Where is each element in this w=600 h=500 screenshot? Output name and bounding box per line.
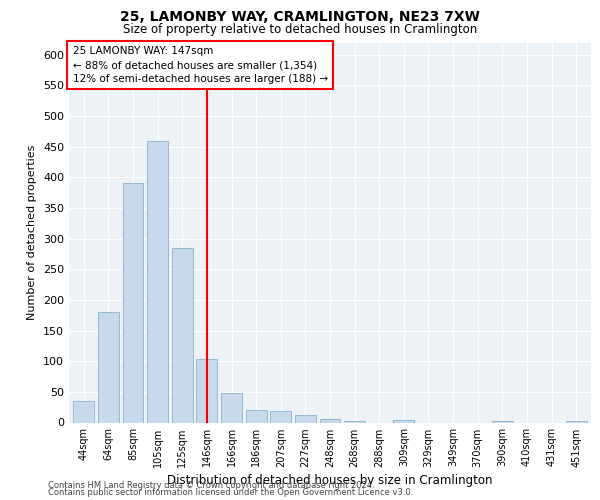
Bar — [172, 248, 193, 422]
Bar — [394, 420, 415, 422]
Text: Size of property relative to detached houses in Cramlington: Size of property relative to detached ho… — [123, 22, 477, 36]
Text: 25 LAMONBY WAY: 147sqm
← 88% of detached houses are smaller (1,354)
12% of semi-: 25 LAMONBY WAY: 147sqm ← 88% of detached… — [73, 46, 328, 84]
Bar — [147, 140, 168, 422]
Text: 25, LAMONBY WAY, CRAMLINGTON, NE23 7XW: 25, LAMONBY WAY, CRAMLINGTON, NE23 7XW — [120, 10, 480, 24]
Bar — [221, 393, 242, 422]
Bar — [196, 360, 217, 422]
Bar — [344, 420, 365, 422]
X-axis label: Distribution of detached houses by size in Cramlington: Distribution of detached houses by size … — [167, 474, 493, 487]
Bar — [566, 420, 587, 422]
Bar — [320, 419, 340, 422]
Text: Contains public sector information licensed under the Open Government Licence v3: Contains public sector information licen… — [48, 488, 413, 497]
Bar — [295, 414, 316, 422]
Bar — [245, 410, 266, 422]
Bar — [122, 184, 143, 422]
Y-axis label: Number of detached properties: Number of detached properties — [28, 145, 37, 320]
Bar — [73, 401, 94, 422]
Bar — [270, 412, 291, 422]
Bar — [98, 312, 119, 422]
Text: Contains HM Land Registry data © Crown copyright and database right 2024.: Contains HM Land Registry data © Crown c… — [48, 480, 374, 490]
Bar — [492, 420, 513, 422]
